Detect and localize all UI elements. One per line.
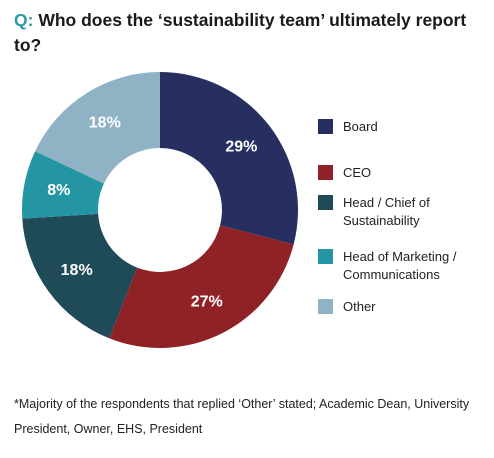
legend-swatch bbox=[318, 249, 333, 264]
slice-label-1: 29% bbox=[225, 138, 257, 155]
legend-label: Other bbox=[343, 299, 376, 314]
slice-label-4: 8% bbox=[47, 182, 70, 199]
legend-item-5: Other bbox=[318, 298, 483, 316]
question-prefix: Q: bbox=[14, 10, 34, 30]
slice-4 bbox=[22, 151, 104, 219]
legend-label: Board bbox=[343, 119, 378, 134]
slice-label-5: 18% bbox=[89, 115, 121, 132]
slice-label-2: 27% bbox=[191, 293, 223, 310]
legend-swatch bbox=[318, 195, 333, 210]
donut-slices bbox=[22, 72, 299, 348]
legend-swatch bbox=[318, 299, 333, 314]
legend-item-4: Head of Marketing / Communications bbox=[318, 248, 483, 284]
legend-item-2: CEO bbox=[318, 164, 483, 182]
slice-1 bbox=[160, 72, 299, 245]
slice-2 bbox=[109, 225, 294, 348]
slice-3 bbox=[22, 213, 138, 339]
footnote: *Majority of the respondents that replie… bbox=[14, 397, 470, 436]
legend-swatch bbox=[318, 165, 333, 180]
legend-label: Head / Chief of Sustainability bbox=[343, 195, 430, 228]
legend-label: Head of Marketing / Communications bbox=[343, 249, 457, 282]
legend-item-1: Board bbox=[318, 118, 483, 136]
legend-swatch bbox=[318, 119, 333, 134]
slice-5 bbox=[35, 72, 160, 184]
legend-item-3: Head / Chief of Sustainability bbox=[318, 194, 483, 230]
donut-slice-labels: 29% 27% 18% 8% 18% bbox=[47, 115, 257, 311]
legend-label: CEO bbox=[343, 165, 372, 180]
question-text: Who does the ‘sustainability team’ ultim… bbox=[14, 10, 467, 55]
chart-title: Q: Who does the ‘sustainability team’ ul… bbox=[14, 8, 474, 58]
slice-label-3: 18% bbox=[61, 262, 93, 279]
